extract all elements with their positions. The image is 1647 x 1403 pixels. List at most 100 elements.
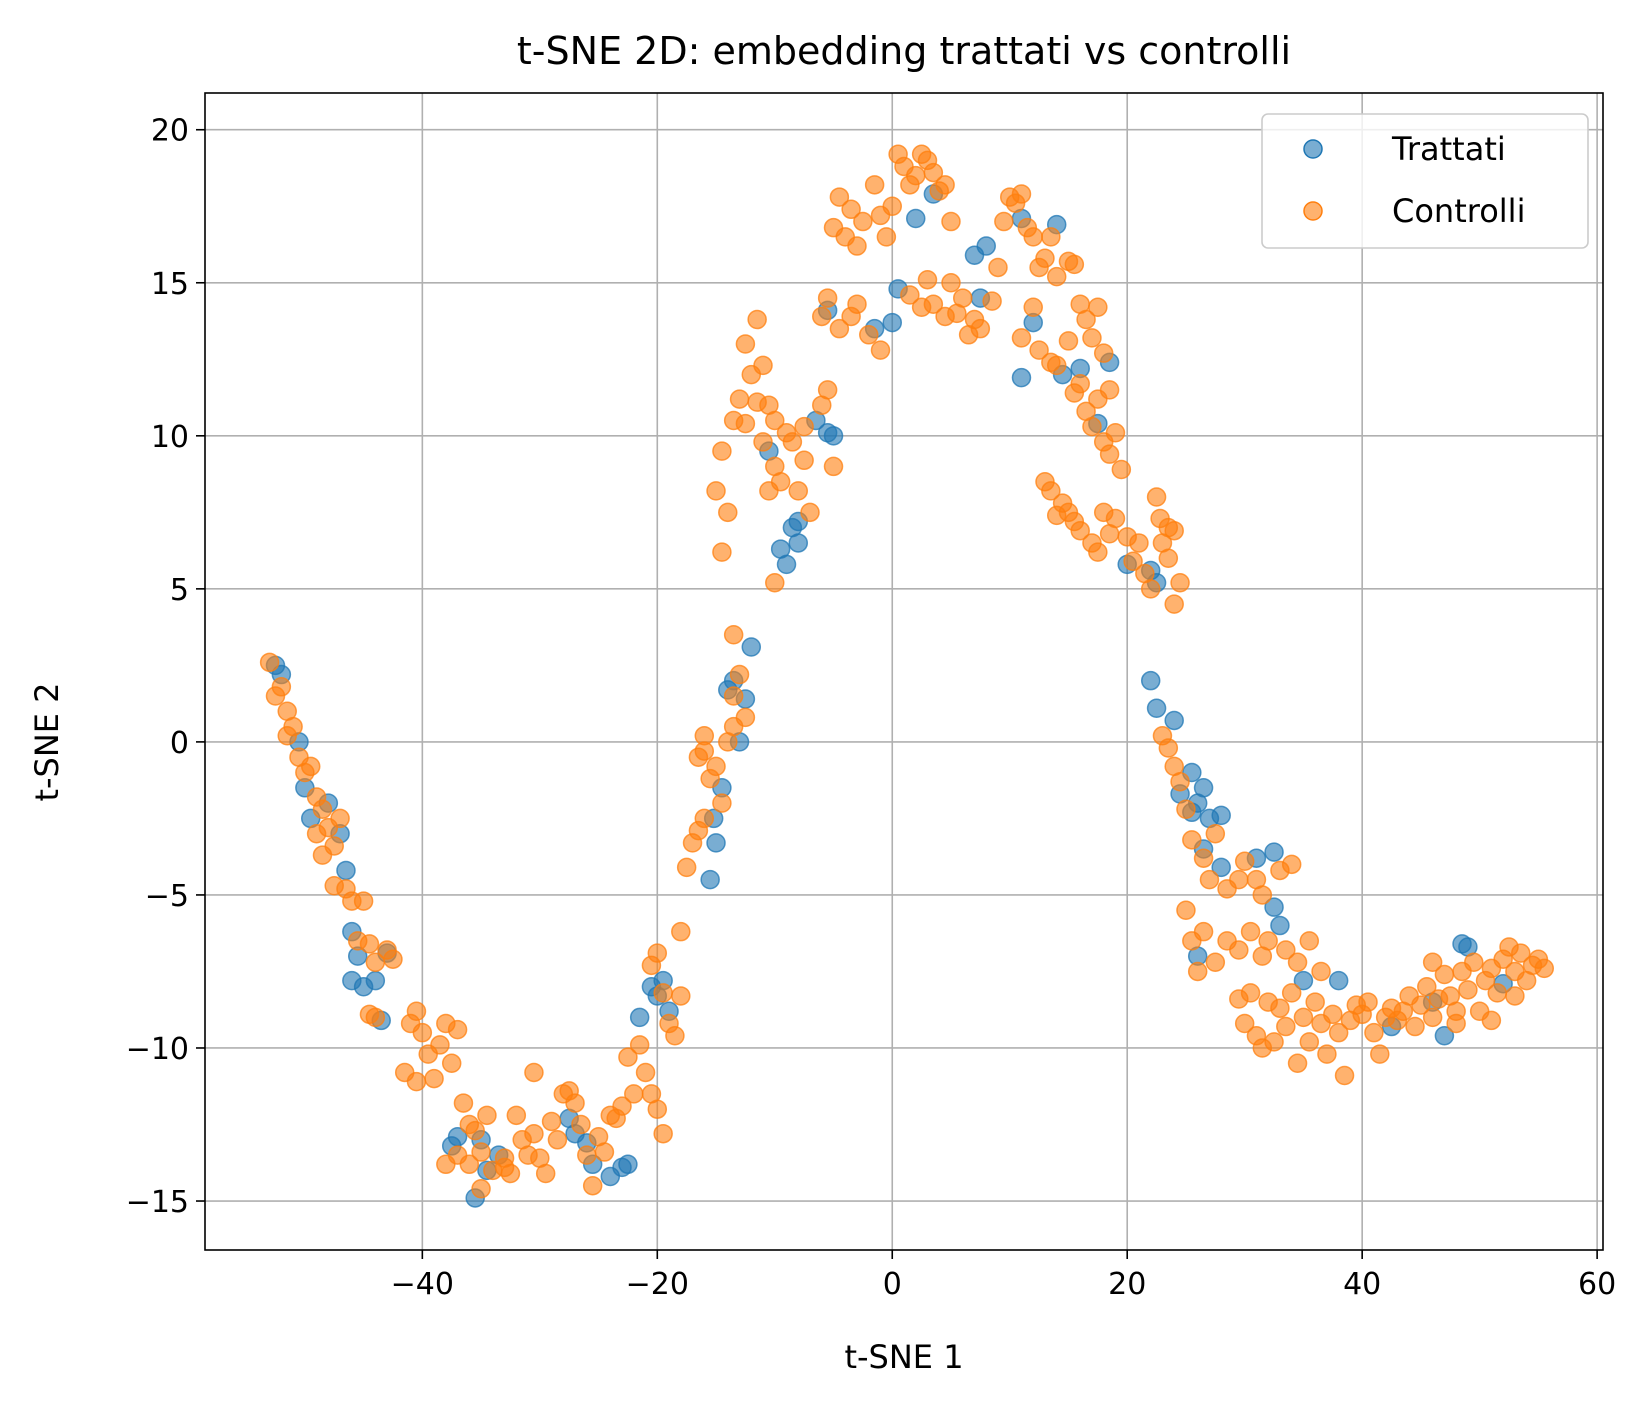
data-point-controlli bbox=[1170, 572, 1190, 593]
data-point-trattati bbox=[629, 1007, 650, 1028]
data-point-controlli bbox=[817, 380, 838, 400]
data-point-controlli bbox=[1182, 830, 1202, 850]
data-point-controlli bbox=[406, 1071, 427, 1092]
data-point-controlli bbox=[471, 1142, 491, 1162]
data-point-trattati bbox=[1140, 670, 1161, 691]
data-point-trattati bbox=[823, 426, 844, 446]
data-point-controlli bbox=[1082, 416, 1102, 437]
data-point-controlli bbox=[1481, 1010, 1502, 1031]
data-point-controlli bbox=[259, 652, 280, 673]
data-point-trattati bbox=[776, 554, 797, 575]
data-point-controlli bbox=[905, 165, 926, 186]
data-point-controlli bbox=[994, 211, 1014, 232]
data-point-controlli bbox=[1422, 1007, 1443, 1028]
data-point-controlli bbox=[829, 318, 850, 339]
y-tick-label: 15 bbox=[151, 267, 189, 302]
data-point-controlli bbox=[1099, 380, 1120, 400]
data-point-controlli bbox=[1105, 508, 1126, 529]
data-point-controlli bbox=[430, 1035, 450, 1055]
data-point-controlli bbox=[729, 389, 750, 409]
data-point-controlli bbox=[729, 664, 750, 685]
data-point-controlli bbox=[1041, 481, 1061, 501]
data-point-controlli bbox=[1029, 340, 1049, 360]
data-point-controlli bbox=[1405, 1016, 1425, 1037]
data-point-controlli bbox=[723, 625, 744, 645]
data-point-controlli bbox=[635, 1062, 656, 1083]
data-point-trattati bbox=[1270, 915, 1290, 936]
chart-title: t-SNE 2D: embedding trattati vs controll… bbox=[517, 29, 1291, 73]
data-point-controlli bbox=[1234, 851, 1255, 872]
data-point-controlli bbox=[759, 481, 779, 501]
data-point-controlli bbox=[1323, 1004, 1343, 1025]
data-point-controlli bbox=[941, 273, 961, 293]
data-point-controlli bbox=[718, 502, 738, 523]
data-point-controlli bbox=[765, 572, 785, 593]
data-point-controlli bbox=[571, 1114, 591, 1135]
y-tick-label: 5 bbox=[170, 573, 189, 608]
data-point-controlli bbox=[465, 1120, 485, 1141]
data-point-trattati bbox=[706, 833, 726, 853]
data-point-controlli bbox=[524, 1062, 544, 1083]
plot-frame bbox=[204, 92, 1604, 1251]
y-axis-ticks: −15 −10 −5 0 5 10 15 20 bbox=[126, 114, 205, 1220]
x-tick-label: 20 bbox=[1108, 1267, 1146, 1302]
data-point-controlli bbox=[547, 1130, 568, 1150]
data-point-trattati bbox=[700, 869, 720, 890]
data-point-controlli bbox=[794, 450, 814, 471]
data-point-trattati bbox=[1146, 698, 1167, 718]
data-point-controlli bbox=[1258, 931, 1278, 951]
data-point-controlli bbox=[312, 845, 333, 865]
data-point-controlli bbox=[1123, 551, 1143, 572]
data-point-controlli bbox=[471, 1179, 491, 1199]
data-point-controlli bbox=[1041, 227, 1061, 247]
data-point-controlli bbox=[1023, 297, 1043, 318]
data-point-controlli bbox=[1041, 352, 1061, 373]
data-point-controlli bbox=[935, 175, 955, 195]
data-point-controlli bbox=[1076, 309, 1096, 330]
x-tick-label: −20 bbox=[626, 1267, 689, 1302]
data-point-controlli bbox=[1328, 1022, 1349, 1043]
data-point-controlli bbox=[847, 294, 867, 314]
x-tick-label: 0 bbox=[883, 1267, 902, 1302]
data-point-controlli bbox=[271, 677, 292, 697]
data-point-controlli bbox=[694, 808, 715, 829]
data-point-trattati bbox=[1211, 857, 1231, 878]
y-tick-label: 0 bbox=[170, 726, 189, 761]
data-point-controlli bbox=[1158, 738, 1179, 758]
data-point-trattati bbox=[365, 970, 386, 991]
y-tick-label: −15 bbox=[126, 1185, 189, 1220]
data-point-controlli bbox=[794, 416, 814, 437]
data-point-controlli bbox=[1093, 343, 1114, 363]
data-point-trattati bbox=[1264, 897, 1284, 917]
legend-box bbox=[1261, 113, 1589, 249]
data-point-controlli bbox=[1240, 921, 1261, 942]
data-point-controlli bbox=[1011, 328, 1032, 348]
data-point-trattati bbox=[905, 208, 926, 229]
data-point-controlli bbox=[735, 707, 756, 728]
data-point-controlli bbox=[1364, 1022, 1384, 1043]
data-point-controlli bbox=[823, 456, 844, 477]
data-point-controlli bbox=[1281, 983, 1302, 1003]
data-point-controlli bbox=[1023, 227, 1043, 247]
data-point-controlli bbox=[1240, 983, 1261, 1003]
legend-label-trattati: Trattati bbox=[1391, 130, 1506, 168]
data-point-controlli bbox=[1193, 848, 1214, 868]
data-point-controlli bbox=[812, 306, 832, 327]
data-point-controlli bbox=[800, 502, 820, 523]
data-point-controlli bbox=[1281, 854, 1302, 875]
data-point-controlli bbox=[829, 187, 850, 207]
data-point-controlli bbox=[1276, 940, 1296, 960]
data-point-controlli bbox=[506, 1105, 527, 1126]
x-tick-label: 60 bbox=[1578, 1267, 1616, 1302]
data-point-controlli bbox=[1070, 374, 1090, 394]
data-point-controlli bbox=[765, 410, 785, 431]
data-point-controlli bbox=[1164, 520, 1184, 541]
x-axis-ticks: −40 −20 0 20 40 60 bbox=[391, 1250, 1616, 1302]
data-point-controlli bbox=[1129, 533, 1149, 553]
data-point-controlli bbox=[817, 288, 838, 308]
data-point-controlli bbox=[1035, 248, 1055, 269]
data-point-controlli bbox=[477, 1105, 497, 1126]
data-point-controlli bbox=[1305, 992, 1325, 1012]
data-point-controlli bbox=[1199, 869, 1220, 890]
